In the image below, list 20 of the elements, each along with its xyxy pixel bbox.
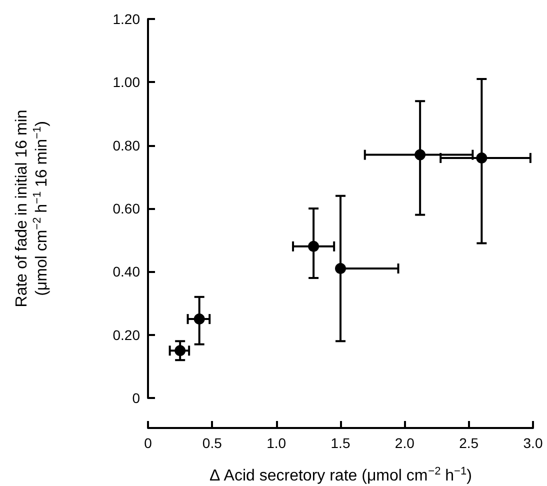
- y-tick-label: 1.20: [112, 11, 140, 27]
- y-tick-label: 0: [132, 390, 140, 406]
- y-tick-label: 1.00: [112, 74, 140, 90]
- x-tick-label: 3.0: [523, 435, 543, 451]
- point: [335, 263, 346, 274]
- y-tick-label: 0.60: [112, 200, 140, 216]
- point: [194, 314, 205, 325]
- point: [476, 152, 488, 164]
- y-tick-label: 0.40: [112, 264, 140, 280]
- point: [308, 240, 320, 252]
- x-tick-label: 2.0: [394, 435, 415, 451]
- x-tick-label: 0.5: [202, 435, 222, 451]
- x-tick-label: 1.5: [330, 435, 350, 451]
- x-tick-label: 0: [144, 435, 152, 451]
- point: [414, 149, 426, 160]
- point: [174, 345, 186, 356]
- y-tick-label: 0.80: [112, 137, 140, 154]
- x-tick-label: 1.0: [266, 435, 286, 451]
- x-tick-label: 2.5: [459, 435, 479, 451]
- y-tick-label: 0.20: [112, 326, 140, 343]
